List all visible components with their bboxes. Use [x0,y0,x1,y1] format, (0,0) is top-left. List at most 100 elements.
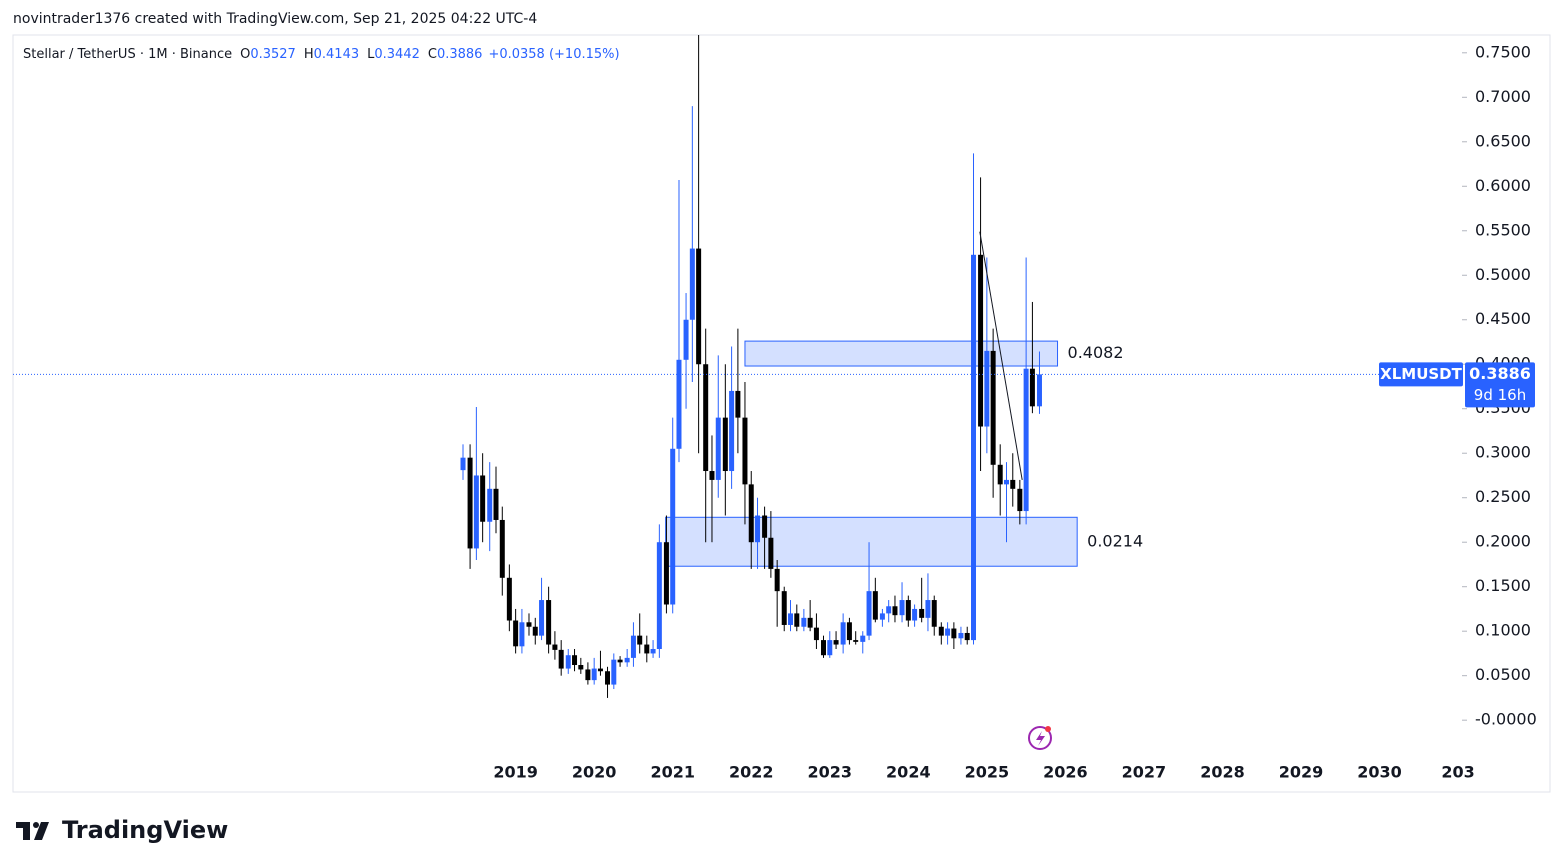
candle-body [565,655,571,669]
open-value: 0.3527 [250,47,296,62]
candle-body [597,668,603,672]
candle-body [487,488,493,522]
ohlc-letter: C [428,47,437,62]
y-tick-label: 0.6000 [1475,176,1531,195]
candle-body [781,591,787,625]
ohlc-letter: H [304,47,314,62]
candle-body [611,659,617,685]
candle-body [938,626,944,636]
candle-body [866,591,872,636]
symbol-title: Stellar / TetherUS · 1M · Binance [23,47,232,62]
candle-body [807,617,813,628]
y-tick-label: 0.2000 [1475,532,1531,551]
candle-body [605,671,611,685]
candle-body [813,627,819,641]
lightning-icon [1028,726,1052,750]
candle-body [460,457,466,471]
candle-body [879,613,885,620]
y-tick-label: 0.7500 [1475,42,1531,61]
candle-body [558,649,564,669]
candle-body [1010,479,1016,489]
chart-frame [12,34,1551,793]
candle-body [931,600,937,627]
candle-body [624,657,630,663]
candle-body [899,600,905,616]
x-tick-label: 2029 [1279,763,1324,782]
close-value: 0.3886 [437,47,483,62]
x-tick-label: 2023 [808,763,853,782]
x-tick-label: 2027 [1122,763,1167,782]
candle-body [742,417,748,485]
candle-body [722,417,728,472]
candle-body [853,640,859,642]
candle-body [729,390,735,472]
candle-body [1023,368,1029,512]
candle-body [1029,368,1035,407]
countdown-label: 9d 16h [1474,386,1526,404]
candle-body [493,488,499,520]
candle-body [978,254,984,427]
candle-body [696,248,702,365]
candle-body [1003,479,1009,485]
candle-body [925,600,931,618]
candle-body [519,622,525,647]
x-tick-label: 2022 [729,763,774,782]
x-tick-label: 2024 [886,763,931,782]
candle-body [872,591,878,620]
x-tick-label: 203 [1441,763,1474,782]
zone-label: 0.4082 [1068,343,1124,362]
candle-body [683,319,689,360]
brand-logo [16,822,49,840]
candle-body [964,632,970,641]
candle-body [971,254,977,641]
candle-body [650,648,656,654]
candle-body [827,640,833,656]
candle-body [945,628,951,636]
change-value: +0.0358 (+10.15%) [488,47,619,62]
candle-body [617,659,623,663]
symbol-badge [1379,362,1463,387]
legend: Stellar / TetherUS · 1M · Binance O0.3527… [23,47,620,62]
price-badge [1465,362,1535,408]
candle-body [1017,488,1023,512]
zone [744,340,1059,367]
candle-body [762,515,768,538]
candle-body [637,635,643,645]
candle-body [984,350,990,427]
candle-body [990,350,996,465]
candle-body [499,519,505,578]
candle-body [467,457,473,549]
candle-body [820,640,826,656]
candle-body [480,475,486,522]
candle-body [532,626,538,636]
candle-body [1036,374,1042,407]
x-tick-label: 2019 [493,763,538,782]
y-tick-label: 0.1000 [1475,621,1531,640]
candle-body [663,542,669,605]
y-tick-label: 0.5000 [1475,265,1531,284]
zone-label: 0.0214 [1087,531,1143,550]
x-tick-label: 2025 [965,763,1010,782]
candle-body [846,622,852,641]
candle-body [591,668,597,681]
y-tick-label: 0.2500 [1475,487,1531,506]
ohlc-letter: L [367,47,375,62]
last-price-label: 0.3886 [1469,364,1531,383]
x-tick-label: 2020 [572,763,617,782]
candle-body [546,600,552,645]
candle-body [670,448,676,605]
candle-body [656,542,662,649]
candle-body [473,475,479,549]
candle-body [788,613,794,625]
ohlc-letter: O [240,47,250,62]
candle-body [840,622,846,645]
attribution: novintrader1376 created with TradingView… [13,11,537,27]
candle-body [572,655,578,666]
candle-body [709,471,715,480]
candle-body [526,622,532,627]
candle-body [689,248,695,320]
y-tick-label: 0.7000 [1475,87,1531,106]
candle-body [774,568,780,592]
